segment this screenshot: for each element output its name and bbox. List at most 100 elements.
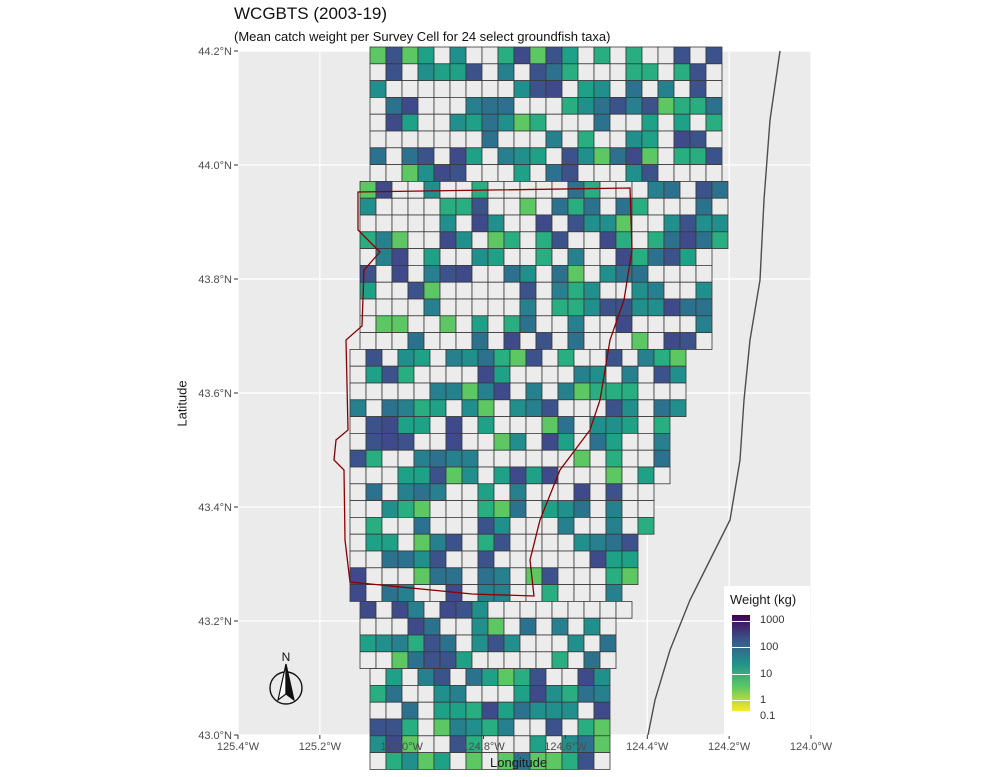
survey-cell	[445, 382, 463, 401]
survey-cell	[369, 685, 387, 703]
survey-cell	[535, 214, 553, 233]
survey-cell	[679, 231, 697, 250]
survey-cell	[541, 584, 559, 602]
survey-cell	[481, 46, 499, 65]
x-axis-label: Longitude	[490, 755, 548, 770]
survey-cell	[465, 668, 483, 686]
survey-cell	[545, 97, 563, 115]
survey-cell	[557, 533, 575, 552]
survey-cell	[609, 63, 627, 81]
survey-cell	[481, 113, 499, 132]
survey-cell	[349, 399, 367, 417]
survey-cell	[397, 466, 415, 485]
survey-cell	[577, 80, 595, 98]
survey-cell	[541, 416, 559, 434]
survey-cell	[621, 449, 639, 468]
survey-cell	[513, 685, 531, 703]
survey-cell	[433, 80, 451, 98]
survey-cell	[445, 399, 463, 417]
survey-cell	[375, 634, 393, 653]
survey-cell	[407, 651, 425, 669]
survey-cell	[529, 63, 547, 81]
survey-cell	[641, 164, 659, 182]
survey-cell	[663, 315, 681, 333]
survey-cell	[487, 264, 505, 283]
survey-cell	[413, 483, 431, 501]
survey-cell	[461, 483, 479, 501]
survey-cell	[621, 416, 639, 434]
legend-title: Weight (kg)	[730, 592, 797, 607]
survey-cell	[609, 80, 627, 98]
survey-cell	[461, 365, 479, 384]
survey-cell	[525, 416, 543, 434]
legend-tick	[732, 674, 750, 675]
survey-cell	[609, 113, 627, 132]
survey-cell	[461, 449, 479, 468]
survey-cell	[637, 432, 655, 451]
survey-cell	[465, 147, 483, 166]
survey-cell	[525, 399, 543, 417]
survey-cell	[525, 449, 543, 468]
survey-cell	[513, 164, 531, 182]
survey-cell	[449, 147, 467, 166]
survey-cell	[529, 668, 547, 686]
survey-cell	[471, 264, 489, 283]
survey-cell	[503, 231, 521, 250]
survey-cell	[433, 701, 451, 720]
survey-cell	[477, 466, 495, 485]
survey-cell	[519, 248, 537, 266]
survey-cell	[573, 584, 591, 602]
survey-cell	[545, 46, 563, 65]
survey-cell	[413, 449, 431, 468]
survey-cell	[589, 483, 607, 501]
survey-cell	[397, 449, 415, 468]
survey-cell	[535, 634, 553, 653]
survey-cell	[535, 231, 553, 250]
survey-cell	[381, 567, 399, 585]
survey-cell	[653, 466, 671, 485]
survey-cell	[573, 533, 591, 552]
survey-cell	[573, 382, 591, 401]
survey-cell	[535, 197, 553, 216]
survey-cell	[433, 718, 451, 737]
survey-cell	[465, 718, 483, 737]
survey-cell	[397, 399, 415, 417]
survey-cell	[509, 416, 527, 434]
survey-cell	[621, 365, 639, 384]
survey-cell	[369, 718, 387, 737]
survey-cell	[647, 214, 665, 233]
survey-cell	[567, 214, 585, 233]
survey-cell	[653, 449, 671, 468]
survey-cell	[487, 634, 505, 653]
survey-cell	[525, 500, 543, 518]
survey-cell	[349, 584, 367, 602]
survey-cell	[621, 399, 639, 417]
survey-cell	[429, 517, 447, 535]
survey-cell	[605, 365, 623, 384]
survey-cell	[471, 315, 489, 333]
survey-cell	[391, 601, 409, 619]
survey-cell	[349, 416, 367, 434]
survey-cell	[375, 617, 393, 636]
survey-cell	[461, 500, 479, 518]
survey-cell	[605, 432, 623, 451]
survey-cell	[513, 735, 531, 753]
survey-cell	[503, 248, 521, 266]
survey-cell	[621, 500, 639, 518]
survey-cell	[593, 701, 611, 720]
survey-cell	[413, 365, 431, 384]
survey-cell	[557, 416, 575, 434]
survey-cell	[529, 80, 547, 98]
survey-cell	[551, 651, 569, 669]
survey-cell	[663, 248, 681, 266]
survey-cell	[605, 466, 623, 485]
survey-cell	[669, 348, 687, 367]
survey-cell	[375, 231, 393, 250]
survey-cell	[631, 264, 649, 283]
survey-cell	[583, 651, 601, 669]
survey-cell	[519, 197, 537, 216]
survey-cell	[535, 281, 553, 300]
survey-cell	[609, 130, 627, 149]
survey-cell	[365, 567, 383, 585]
survey-cell	[365, 550, 383, 569]
